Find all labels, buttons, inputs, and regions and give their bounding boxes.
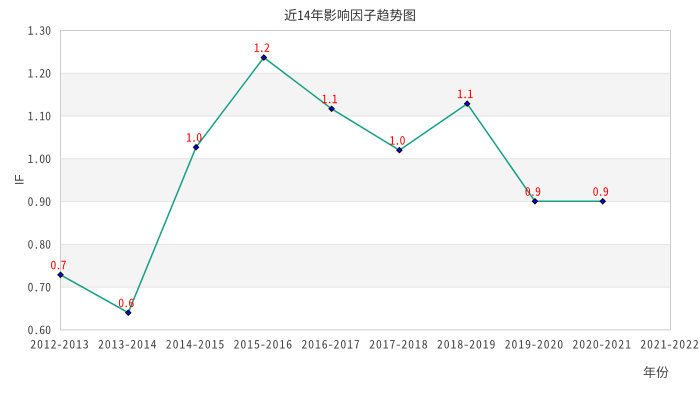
svg-text:IF: IF [12, 174, 26, 185]
